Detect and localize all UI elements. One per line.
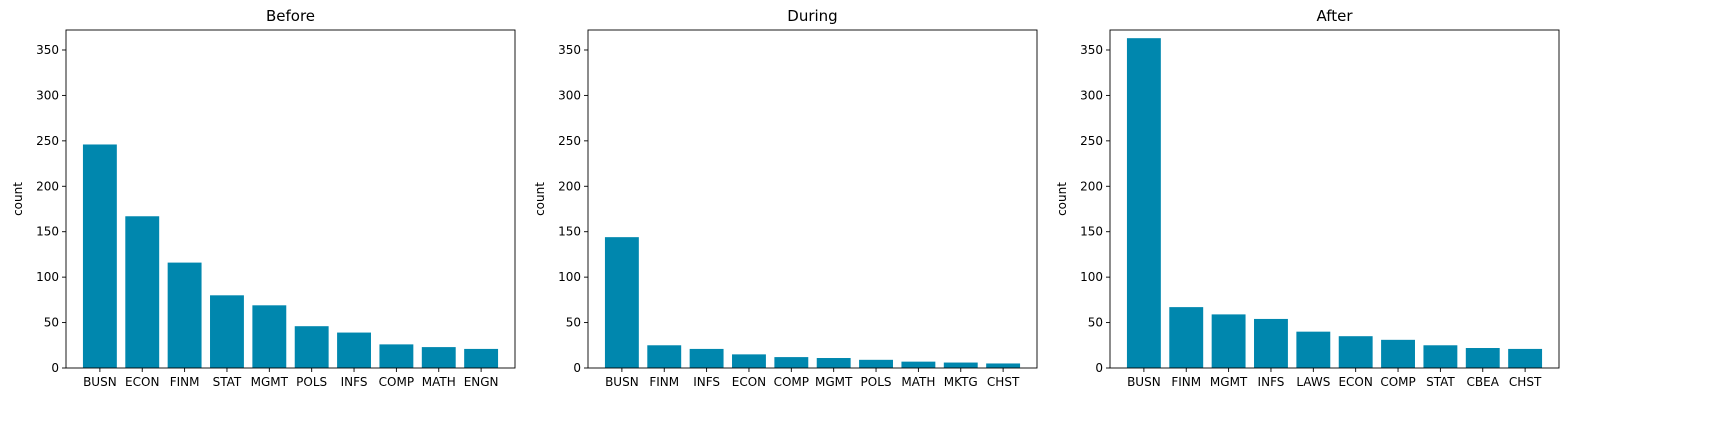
- bar-busn: [1126, 38, 1161, 369]
- y-tick-label: 50: [1088, 316, 1103, 330]
- bar-finm: [1169, 307, 1204, 368]
- y-tick-label: 0: [1095, 361, 1103, 375]
- y-tick-label: 300: [1080, 88, 1103, 102]
- bar-chst: [1508, 348, 1543, 368]
- x-tick-label: MGMT: [251, 375, 289, 389]
- y-tick-label: 350: [36, 43, 59, 57]
- x-tick-label: FINM: [1171, 375, 1201, 389]
- y-tick-label: 100: [1080, 270, 1103, 284]
- x-tick-label: STAT: [1426, 375, 1455, 389]
- y-tick-label: 100: [36, 270, 59, 284]
- bar-laws: [1296, 331, 1331, 368]
- y-tick-label: 0: [573, 361, 581, 375]
- x-tick-label: CBEA: [1467, 375, 1500, 389]
- x-tick-label: COMP: [774, 375, 809, 389]
- x-tick-label: POLS: [296, 375, 327, 389]
- x-tick-label: COMP: [1380, 375, 1415, 389]
- bar-infs: [337, 332, 371, 368]
- x-tick-label: INFS: [693, 375, 720, 389]
- bar-mgmt: [252, 305, 287, 368]
- y-tick-label: 100: [558, 270, 581, 284]
- y-tick-label: 150: [1080, 225, 1103, 239]
- y-tick-label: 200: [1080, 179, 1103, 193]
- bar-comp: [379, 344, 414, 368]
- chart-title: After: [1316, 7, 1353, 25]
- y-tick-label: 250: [1080, 134, 1103, 148]
- bar-finm: [647, 345, 682, 368]
- x-tick-label: INFS: [1258, 375, 1285, 389]
- x-tick-label: ECON: [1338, 375, 1372, 389]
- x-tick-label: FINM: [170, 375, 200, 389]
- bar-stat: [1423, 345, 1458, 368]
- y-tick-label: 350: [1080, 43, 1103, 57]
- x-tick-label: COMP: [379, 375, 414, 389]
- bar-engn: [464, 348, 499, 368]
- bar-mgmt: [1211, 314, 1246, 368]
- y-tick-label: 0: [51, 361, 59, 375]
- y-tick-label: 150: [558, 225, 581, 239]
- bar-stat: [210, 295, 244, 368]
- y-tick-label: 350: [558, 43, 581, 57]
- y-tick-label: 150: [36, 225, 59, 239]
- panel-before: Before count 0 50 100 150 200 250 300 350 BUSN ECON…: [11, 7, 516, 389]
- bar-pols: [294, 326, 329, 368]
- y-axis-label: count: [533, 182, 547, 216]
- panel-during: During count 0 50 100 150 200 250 300 350 BUSN FINM…: [533, 7, 1038, 389]
- y-tick-label: 250: [558, 134, 581, 148]
- bar-econ: [732, 354, 766, 368]
- x-tick-label: ENGN: [464, 375, 499, 389]
- bar-mktg: [943, 362, 978, 368]
- x-tick-label: CHST: [1509, 375, 1542, 389]
- axes-frame: [587, 29, 1038, 369]
- x-tick-label: MGMT: [815, 375, 853, 389]
- axes-frame: [65, 29, 516, 369]
- x-tick-label: STAT: [213, 375, 242, 389]
- y-tick-label: 200: [558, 179, 581, 193]
- y-axis-label: count: [11, 182, 25, 216]
- x-tick-label: MATH: [422, 375, 456, 389]
- chart-title: Before: [266, 7, 315, 25]
- chart-title: During: [787, 7, 837, 25]
- x-tick-label: FINM: [649, 375, 679, 389]
- x-tick-label: MKTG: [944, 375, 978, 389]
- axes-frame: [1109, 29, 1560, 369]
- x-tick-label: ECON: [125, 375, 159, 389]
- y-tick-label: 50: [566, 316, 581, 330]
- x-tick-label: MGMT: [1210, 375, 1248, 389]
- bar-econ: [125, 216, 160, 368]
- x-tick-label: BUSN: [605, 375, 639, 389]
- x-tick-label: BUSN: [83, 375, 117, 389]
- y-tick-label: 200: [36, 179, 59, 193]
- bar-infs: [1254, 318, 1288, 368]
- bar-finm: [167, 262, 202, 368]
- bar-busn: [604, 237, 639, 368]
- bar-math: [901, 361, 936, 368]
- bar-chst: [986, 363, 1021, 368]
- bar-infs: [689, 348, 724, 368]
- y-tick-label: 50: [44, 316, 59, 330]
- y-tick-label: 300: [558, 88, 581, 102]
- x-tick-label: INFS: [341, 375, 368, 389]
- bar-mgmt: [816, 358, 851, 368]
- x-tick-label: LAWS: [1296, 375, 1330, 389]
- bar-comp: [774, 357, 809, 368]
- panel-after: After count 0 50 100 150 200 250 300 350 BUSN FINM M…: [1055, 7, 1560, 389]
- bar-pols: [859, 359, 893, 368]
- bar-econ: [1338, 336, 1373, 368]
- bar-comp: [1381, 339, 1415, 368]
- x-tick-label: POLS: [861, 375, 892, 389]
- y-tick-label: 300: [36, 88, 59, 102]
- y-axis-label: count: [1055, 182, 1069, 216]
- x-tick-label: MATH: [901, 375, 935, 389]
- bar-busn: [82, 144, 117, 368]
- bar-cbea: [1465, 348, 1500, 368]
- x-tick-label: CHST: [987, 375, 1020, 389]
- y-tick-label: 250: [36, 134, 59, 148]
- bar-math: [421, 347, 456, 368]
- x-tick-label: ECON: [732, 375, 766, 389]
- x-tick-label: BUSN: [1127, 375, 1161, 389]
